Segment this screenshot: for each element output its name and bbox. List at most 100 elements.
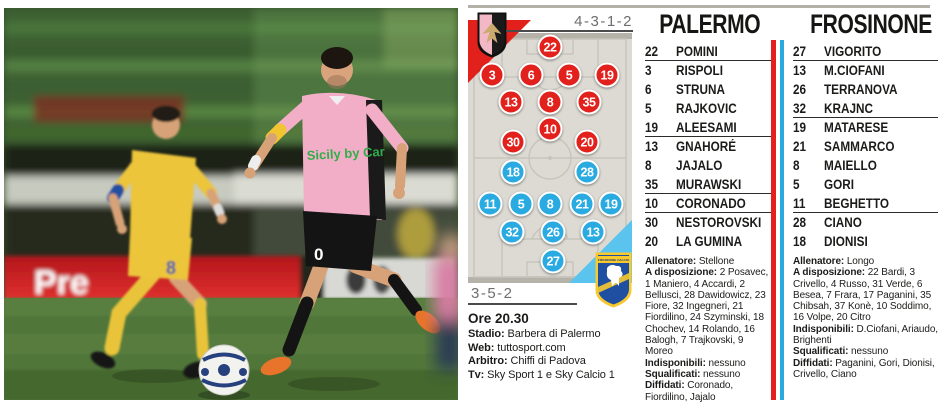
photo-scene: Pre: [4, 8, 458, 400]
detail-label: Squalificati:: [645, 368, 701, 380]
formation-dot-away-21: 21: [569, 191, 595, 217]
match-info-lines: Stadio: Barbera di Palermo Web: tuttospor…: [468, 328, 654, 382]
detail-label: Allenatore:: [645, 256, 697, 267]
player-number: 27: [793, 43, 807, 59]
player-row: 20 LA GUMINA: [645, 232, 773, 251]
player-list: 27 VIGORITO 13 M.CIOFANI 26 TERRANOVA 32 KRAJNC…: [793, 42, 938, 251]
detail-label: Squalificati:: [793, 346, 849, 358]
formation-dot-home-10: 10: [537, 116, 563, 142]
top-divider-line: [468, 5, 930, 8]
player-name: RAJKOVIC: [676, 101, 737, 116]
player-name: GORI: [824, 177, 855, 192]
player-name: JAJALO: [676, 158, 723, 173]
player-number: 32: [793, 100, 807, 116]
formation-dot-away-5: 5: [508, 191, 534, 217]
match-info: Ore 20.30 Stadio: Barbera di Palermo Web:…: [468, 311, 654, 382]
detail-label: A disposizione:: [645, 267, 718, 279]
detail-line: Squalificati: nessuno: [645, 368, 741, 380]
formation-dots-layer: 22 3 6 5 19 13 8 35 10 30 20 18 28 11 5 8 21 19 32 26 13 27: [468, 33, 632, 283]
player-row: 5 GORI: [793, 175, 938, 194]
match-info-line: Web: tuttosport.com: [468, 341, 566, 354]
match-info-label: Web:: [468, 341, 495, 354]
detail-label: A disposizione:: [793, 267, 866, 279]
player-name: SAMMARCO: [824, 139, 895, 154]
player-row: 35 MURAWSKI: [645, 175, 773, 194]
background-player: [434, 234, 458, 370]
player-row: 8 JAJALO: [645, 156, 773, 175]
player-number: 8: [645, 158, 652, 173]
team-column-frosinone: FROSINONE 27 VIGORITO 13 M.CIOFANI 26 TERRANOV…: [793, 8, 938, 380]
pitch-grass: [4, 298, 458, 400]
player-list: 22 POMINI 3 RISPOLI 6 STRUNA 5 RAJKOVIC 19 ALEESA…: [645, 42, 773, 251]
player-name: DIONISI: [824, 234, 868, 249]
team-name: PALERMO: [659, 9, 761, 39]
player-name: MURAWSKI: [676, 176, 742, 192]
match-info-label: Tv:: [468, 368, 485, 381]
player-row: 19 ALEESAMI: [645, 118, 773, 137]
player-name: TERRANOVA: [824, 82, 898, 97]
formation-dot-away-27: 27: [540, 248, 566, 274]
detail-line: Allenatore: Longo: [793, 256, 875, 267]
frosinone-crest-text: FROSINONE CALCIO: [598, 258, 630, 262]
match-info-line: Tv: Sky Sport 1 e Sky Calcio 1: [468, 368, 615, 381]
detail-line: Allenatore: Stellone: [645, 256, 735, 267]
detail-label: Diffidati:: [793, 357, 833, 369]
formation-dot-away-28: 28: [574, 159, 600, 185]
player-row: 6 STRUNA: [645, 80, 773, 99]
player-name: CORONADO: [676, 195, 746, 211]
away-formation-underline: [468, 303, 577, 305]
formation-dot-home-8: 8: [537, 89, 563, 115]
player-number: 22: [645, 43, 659, 59]
player-row: 26 TERRANOVA: [793, 80, 938, 99]
formation-dot-home-22: 22: [537, 34, 563, 60]
team-column-palermo: PALERMO 22 POMINI 3 RISPOLI 6 STRUNA 5 RAJKOVIC 1…: [645, 8, 773, 403]
formation-dot-away-18: 18: [500, 159, 526, 185]
player-row: 8 MAIELLO: [793, 156, 938, 175]
match-action-photo: Pre: [4, 8, 458, 400]
player-number: 18: [793, 234, 807, 249]
formation-dot-away-11: 11: [477, 191, 503, 217]
team-name: FROSINONE: [810, 9, 932, 39]
formation-dot-home-30: 30: [500, 129, 526, 155]
formation-dot-away-13: 13: [580, 219, 606, 245]
match-info-line: Stadio: Barbera di Palermo: [468, 328, 601, 340]
player-number: 13: [793, 63, 807, 78]
player-name: NESTOROVSKI: [676, 215, 762, 230]
player-number: 5: [645, 101, 652, 116]
player-row: 27 VIGORITO: [793, 42, 938, 61]
team-details: Allenatore: Longo A disposizione: 22 Bard…: [793, 256, 938, 380]
player-name: LA GUMINA: [676, 234, 743, 249]
match-info-label: Stadio:: [468, 328, 505, 340]
match-info-line: Arbitro: Chiffi di Padova: [468, 355, 586, 368]
player-name: POMINI: [676, 43, 718, 59]
player-number: 28: [793, 215, 807, 230]
player-row: 13 M.CIOFANI: [793, 61, 938, 80]
player-number: 26: [793, 82, 807, 97]
formation-dot-away-8: 8: [537, 191, 563, 217]
detail-label: Indisponibili:: [645, 357, 706, 369]
detail-line: Diffidati: Coronado, Fiordilino, Jajalo: [645, 380, 734, 403]
player-name: MAIELLO: [824, 158, 877, 173]
player-number: 10: [645, 195, 659, 211]
formation-dot-home-13: 13: [498, 89, 524, 115]
player-number: 30: [645, 215, 659, 230]
detail-label: Allenatore:: [793, 256, 845, 267]
formation-dot-home-3: 3: [479, 62, 505, 88]
player-name: BEGHETTO: [824, 195, 890, 211]
player-row: 13 GNAHORÉ: [645, 137, 773, 156]
player-row: 3 RISPOLI: [645, 61, 773, 80]
player-row: 22 POMINI: [645, 42, 773, 61]
player-row: 21 SAMMARCO: [793, 137, 938, 156]
detail-label: Indisponibili:: [793, 323, 854, 335]
player-name: RISPOLI: [676, 63, 723, 78]
formation-dot-home-6: 6: [518, 62, 544, 88]
player-number: 8: [793, 158, 800, 173]
detail-line: Diffidati: Paganini, Gori, Dionisi, Criv…: [793, 357, 935, 380]
frosinone-player: 8: [90, 106, 227, 379]
player-number: 11: [793, 195, 806, 211]
formation-dot-home-5: 5: [556, 62, 582, 88]
detail-label: Diffidati:: [645, 380, 685, 392]
player-row: 5 RAJKOVIC: [645, 99, 773, 118]
detail-line: A disposizione: 2 Posavec, 1 Maniero, 4 …: [645, 267, 769, 358]
